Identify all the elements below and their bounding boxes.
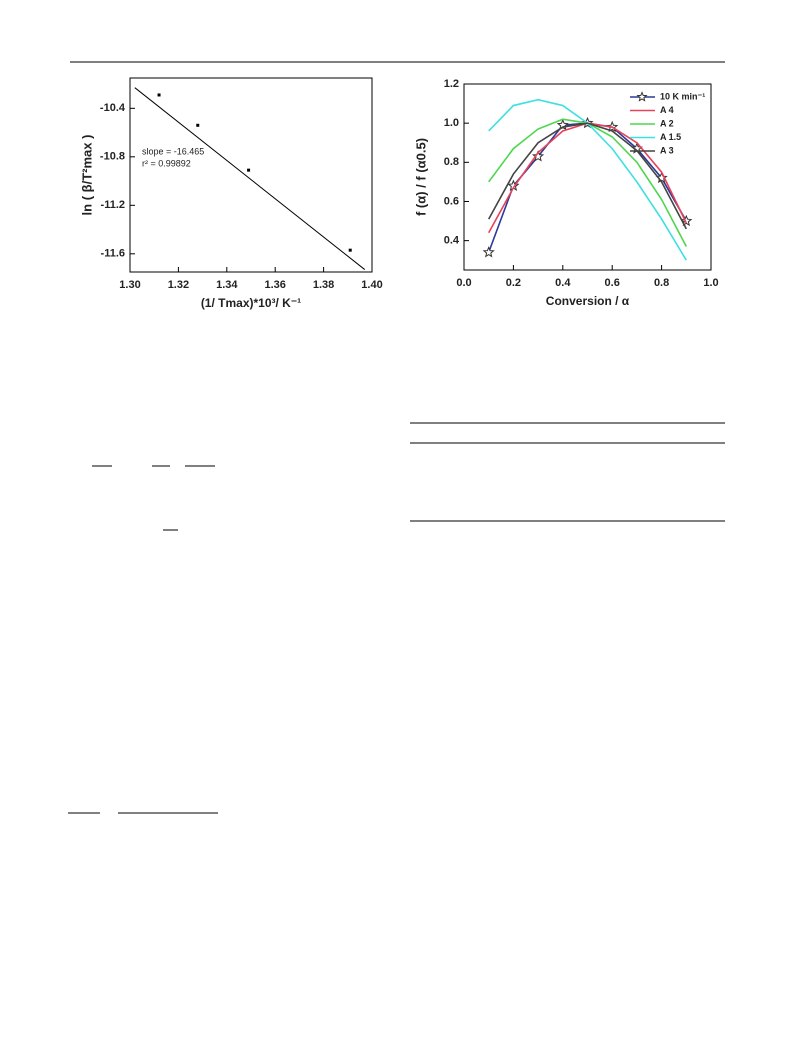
series-line [488,118,688,247]
series-line [487,122,688,230]
legend-label: A 2 [660,118,674,128]
legend-label: 10 K min⁻¹ [660,91,705,101]
x-tick-label: 1.36 [264,279,285,291]
x-tick-label: 1.0 [703,277,718,289]
x-axis-label: (1/ Tmax)*10³/ K⁻¹ [201,296,301,310]
series-line [487,122,687,253]
y-tick-label: -10.4 [100,102,126,114]
y-axis-label: ln ( β/T²max ) [79,135,94,216]
y-tick-label: 0.8 [444,156,459,168]
y-tick-label: 1.2 [444,78,459,90]
y-tick-label: -10.8 [100,151,125,163]
legend-label: A 1.5 [660,132,681,142]
x-axis-label: Conversion / α [546,294,630,308]
plot-frame [129,77,373,273]
y-tick-label: 0.6 [444,195,459,207]
y-tick-label: -11.2 [101,199,125,211]
star-marker [532,150,545,162]
y-axis-label: f (α) / f (α0.5) [413,138,428,216]
data-point [196,123,200,127]
x-tick-label: 0.6 [605,277,620,289]
x-tick-label: 0.2 [506,277,521,289]
y-tick-label: 0.4 [444,235,460,247]
x-tick-label: 1.40 [361,279,382,291]
x-tick-label: 1.32 [168,279,189,291]
legend-marker [636,91,648,102]
annotation: slope = -16.465 [142,146,204,156]
equation-bars [68,465,218,814]
data-point [247,168,251,172]
plot-frame [463,83,712,271]
y-tick-label: -11.6 [101,248,125,260]
legend-label: A 4 [660,105,674,115]
x-tick-label: 0.8 [654,277,669,289]
x-tick-label: 1.30 [119,279,140,291]
data-point [157,93,161,97]
x-tick-label: 1.38 [313,279,334,291]
x-tick-label: 0.4 [555,277,571,289]
star-marker [482,246,495,258]
annotation: r² = 0.99892 [142,158,191,168]
legend-label: A 3 [660,145,674,155]
y-tick-label: 1.0 [444,117,459,129]
star-marker [680,214,693,227]
series-line [487,122,688,234]
x-tick-label: 0.0 [456,277,471,289]
fit-line [134,87,366,270]
x-tick-label: 1.34 [216,279,238,291]
data-point [348,248,352,252]
